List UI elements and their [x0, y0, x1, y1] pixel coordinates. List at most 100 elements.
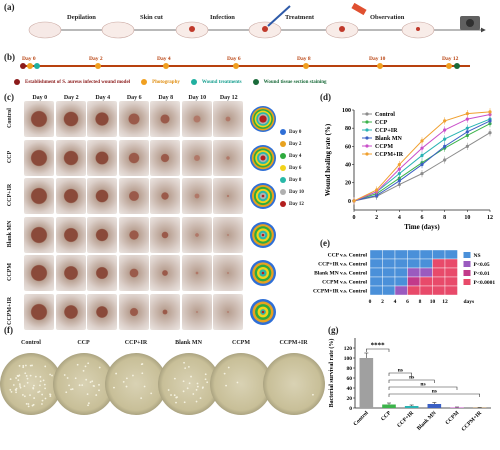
colonies-5 — [311, 393, 314, 396]
day-header-1: Day 2 — [63, 95, 79, 101]
colony — [41, 399, 44, 402]
colonies-3 — [167, 361, 208, 404]
heatmap-cell — [394, 276, 408, 287]
panel-f-label: (f) — [4, 325, 13, 335]
heatmap-cell — [394, 249, 408, 260]
colony — [42, 379, 45, 382]
y-tick-label: 20 — [347, 396, 353, 402]
wound-photo-r2-d1 — [55, 178, 86, 214]
wound-photo-r0-d5 — [181, 101, 212, 137]
colony — [89, 381, 91, 384]
colony — [64, 391, 67, 394]
colony — [189, 375, 192, 378]
data-point — [465, 130, 469, 134]
trace-legend-item-1: Day 2 — [280, 138, 320, 150]
wound-photo-r1-d4 — [150, 139, 180, 176]
wound-photo-r0-d4 — [150, 101, 180, 137]
heatmap-cell — [419, 285, 433, 296]
data-point — [465, 144, 469, 148]
step-skin-cut: Skin cut — [140, 14, 163, 21]
colony — [63, 374, 66, 376]
timeline-dot-day12-b — [454, 63, 460, 69]
colony — [188, 382, 191, 385]
wound-photo-r0-d6 — [213, 101, 243, 137]
heatmap-cell — [432, 285, 446, 296]
heatmap-cell — [432, 267, 446, 278]
bar-1 — [382, 404, 396, 408]
panel-a-label: (a) — [4, 2, 15, 12]
colony — [49, 373, 52, 376]
data-point — [397, 172, 401, 176]
colony — [23, 385, 26, 388]
colony — [21, 394, 24, 396]
wound-photo-r4-d1 — [55, 255, 86, 291]
timeline-day-8: Day 8 — [297, 56, 311, 62]
wound-photo-r5-d3 — [118, 293, 149, 330]
y-tick-label: 80 — [345, 126, 351, 132]
sig-bracket-1 — [388, 372, 412, 376]
bar-2 — [404, 406, 419, 408]
colony — [25, 375, 28, 377]
wound-photo-r2-d2 — [87, 178, 117, 214]
petri-dish-5 — [262, 353, 325, 415]
legend-staining: Wound tissue section staining — [263, 79, 327, 85]
heatmap-col-label-5: 10 — [430, 299, 436, 305]
y-tick-label: 60 — [347, 376, 353, 382]
colonies-1 — [63, 362, 101, 407]
colony — [182, 361, 185, 364]
heatmap-cell — [369, 258, 383, 269]
wound-photo-r3-d1 — [55, 216, 86, 253]
colony — [29, 374, 32, 377]
sig-bracket-2 — [388, 379, 435, 383]
heatmap-cell — [382, 249, 396, 260]
trace-legend-dot — [280, 141, 286, 147]
heatmap-cell — [419, 258, 433, 269]
legend-label-5: CCPM+IR — [375, 152, 404, 158]
trace-ring-6 — [261, 194, 265, 198]
data-point — [488, 110, 492, 114]
heatmap-cell — [407, 276, 421, 287]
legend-label-4: CCPM — [375, 144, 393, 150]
dish-label-1: CCP — [77, 340, 90, 346]
colony — [41, 393, 44, 396]
wound-photo-r2-d4 — [150, 178, 180, 214]
legend-marker-1 — [365, 120, 369, 124]
x-tick-label-1: CCP — [380, 410, 393, 423]
colonies-0 — [9, 364, 53, 408]
trace-legend-label: Day 6 — [289, 165, 302, 171]
heatmap-cell — [444, 285, 458, 296]
trace-legend-label: Day 8 — [289, 177, 302, 183]
heatmap-cell — [432, 249, 446, 260]
colony — [39, 380, 42, 383]
row-label-1: CCP — [7, 150, 13, 163]
colony — [12, 384, 15, 386]
day-header-5: Day 10 — [188, 95, 207, 101]
trace-legend-item-6: Day 12 — [280, 198, 320, 210]
colony — [140, 363, 143, 366]
heatmap-col-label-3: 6 — [406, 299, 409, 305]
dish-label-3: Blank MN — [175, 340, 202, 346]
wound-photo-r3-d6 — [213, 216, 243, 253]
colony — [18, 364, 21, 367]
heatmap-x-suffix: days — [464, 299, 475, 305]
colony — [98, 366, 101, 369]
colony — [19, 385, 21, 387]
heatmap-col-label-1: 2 — [381, 299, 384, 305]
colony — [183, 367, 186, 370]
colony — [225, 384, 227, 387]
colony — [150, 392, 153, 395]
colony — [195, 400, 197, 403]
mouse-icon-3 — [175, 21, 209, 39]
legend-label-2: CCP+IR — [375, 128, 398, 134]
colony — [71, 388, 74, 390]
day-header-4: Day 8 — [158, 95, 174, 101]
trace-legend-item-2: Day 4 — [280, 150, 320, 162]
heatmap-col-label-6: 12 — [442, 299, 448, 305]
colony — [49, 393, 52, 396]
trace-legend-dot — [280, 201, 286, 207]
colony — [169, 394, 172, 396]
step-treatment: Treatment — [285, 14, 314, 21]
wound-photo-r1-d0 — [24, 139, 54, 176]
data-point — [352, 199, 356, 203]
mouse-icon-5 — [325, 2, 367, 39]
